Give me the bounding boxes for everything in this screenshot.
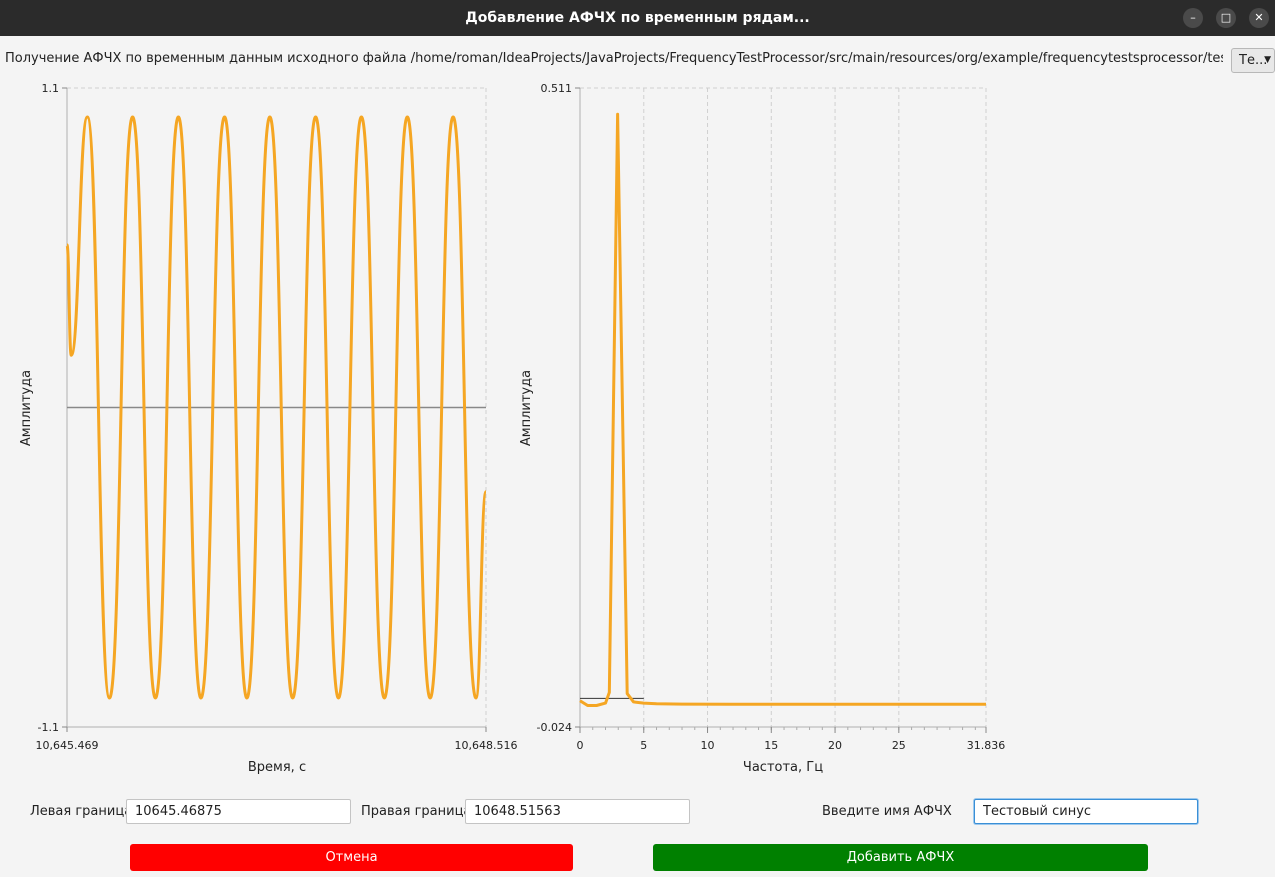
frequency-chart-ylabel: Амплитуда bbox=[519, 370, 534, 446]
cancel-button[interactable]: Отмена bbox=[130, 844, 573, 871]
afc-name-input[interactable] bbox=[974, 799, 1198, 824]
freq-x-tick-label: 5 bbox=[640, 739, 647, 752]
time-chart-ylabel: Амплитуда bbox=[19, 370, 34, 446]
freq-x-tick-label: 31.836 bbox=[967, 739, 1006, 752]
freq-x-tick-label: 0 bbox=[577, 739, 584, 752]
frequency-chart: Амплитуда Частота, Гц 0.511 -0.024 0 5 10 15 2… bbox=[519, 82, 1005, 775]
frequency-chart-xlabel: Частота, Гц bbox=[743, 760, 823, 775]
series-select-value: Те... bbox=[1239, 53, 1268, 68]
time-chart-xlabel: Время, с bbox=[248, 760, 306, 775]
time-chart: Амплитуда Время, с 1.1 -1.1 10,645.469 10,6… bbox=[19, 82, 517, 775]
freq-y-tick-label: -0.024 bbox=[537, 721, 572, 734]
left-bound-input[interactable] bbox=[126, 799, 351, 824]
minimize-icon[interactable]: – bbox=[1183, 8, 1203, 28]
maximize-icon[interactable]: □ bbox=[1216, 8, 1236, 28]
series-select[interactable]: Те... ▼ bbox=[1231, 48, 1275, 73]
afc-name-label: Введите имя АФЧХ bbox=[822, 804, 952, 819]
right-bound-label: Правая граница bbox=[361, 804, 472, 819]
left-bound-label: Левая граница bbox=[30, 804, 133, 819]
close-icon[interactable]: ✕ bbox=[1249, 8, 1269, 28]
freq-x-tick-label: 20 bbox=[828, 739, 842, 752]
chevron-down-icon: ▼ bbox=[1264, 55, 1271, 65]
right-bound-input[interactable] bbox=[465, 799, 690, 824]
freq-x-tick-label: 25 bbox=[892, 739, 906, 752]
time-y-tick-label: -1.1 bbox=[38, 721, 59, 734]
time-x-tick-label: 10,645.469 bbox=[36, 739, 99, 752]
window-titlebar: Добавление АФЧХ по временным рядам... – … bbox=[0, 0, 1275, 36]
freq-x-tick-label: 10 bbox=[701, 739, 715, 752]
time-y-tick-label: 1.1 bbox=[42, 82, 60, 95]
freq-x-tick-label: 15 bbox=[764, 739, 778, 752]
time-series-line bbox=[65, 115, 488, 700]
charts-area: Амплитуда Время, с 1.1 -1.1 10,645.469 10,6… bbox=[19, 82, 1005, 775]
freq-series-line bbox=[579, 112, 986, 708]
add-afc-button[interactable]: Добавить АФЧХ bbox=[653, 844, 1148, 871]
freq-y-tick-label: 0.511 bbox=[541, 82, 573, 95]
window-title: Добавление АФЧХ по временным рядам... bbox=[465, 10, 810, 26]
source-file-label: Получение АФЧХ по временным данным исход… bbox=[5, 51, 1223, 66]
time-x-tick-label: 10,648.516 bbox=[455, 739, 518, 752]
